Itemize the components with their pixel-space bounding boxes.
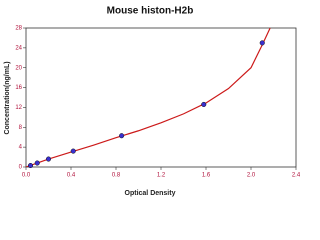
data-point [34,160,40,166]
data-point [70,148,76,154]
y-tick-label: 0 [19,165,23,171]
plot-area [25,27,297,168]
y-tick-label: 12 [15,105,22,111]
y-tick-label: 16 [15,85,22,91]
y-tick-label: 20 [15,65,22,71]
x-axis-label: Optical Density [125,190,176,197]
x-tick-label: 2.0 [247,173,256,179]
x-tick-label: 0.0 [22,173,31,179]
x-tick-label: 2.4 [292,173,300,179]
x-tick-label: 0.4 [67,173,76,179]
y-axis-label: Concentration(ng/mL) [4,61,11,134]
data-point [201,101,207,107]
chart-title: Mouse histon-H2b [107,6,194,17]
y-tick-label: 8 [19,125,23,131]
x-tick-label: 1.2 [157,173,166,179]
x-tick-label: 0.8 [112,173,121,179]
data-point [27,162,34,169]
data-point [259,40,265,46]
y-tick-label: 24 [15,45,22,51]
data-point [45,156,52,162]
data-point [119,133,125,139]
y-tick-label: 28 [15,26,22,32]
x-tick-label: 1.6 [202,173,211,179]
y-tick-label: 4 [19,145,23,151]
chart: Mouse histon-H2b Optical Density Concent… [4,6,300,197]
